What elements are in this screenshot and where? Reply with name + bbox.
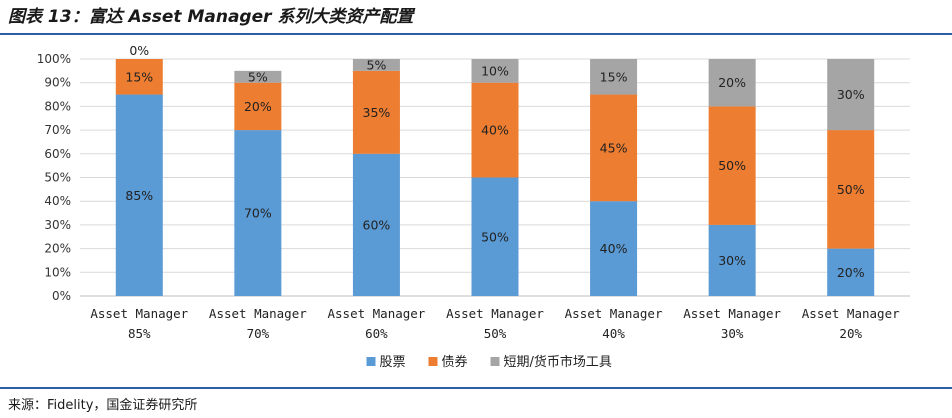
figure-title: 图表 13：富达 Asset Manager 系列大类资产配置 [8, 7, 414, 27]
x-category-sublabel: 40% [602, 326, 625, 341]
top-divider [0, 33, 952, 35]
data-label: 5% [248, 69, 268, 84]
x-category-sublabel: 50% [484, 326, 507, 341]
bar-segment [471, 59, 519, 83]
source-note: 来源：Fidelity，国金证券研究所 [8, 398, 198, 413]
bar-segment [471, 177, 519, 296]
legend-label: 债券 [442, 354, 468, 370]
data-label: 20% [244, 99, 272, 114]
data-label: 45% [600, 140, 628, 155]
x-category-label: Asset Manager [328, 306, 426, 321]
data-label: 40% [481, 123, 509, 138]
data-label: 40% [600, 241, 628, 256]
x-category-label: Asset Manager [802, 306, 900, 321]
data-label: 0% [129, 43, 149, 58]
data-label: 50% [837, 182, 865, 197]
bar-segment [234, 70, 282, 83]
bar-segment [352, 59, 400, 71]
data-label: 10% [481, 63, 509, 78]
legend-swatch [366, 357, 376, 366]
x-category-sublabel: 20% [839, 326, 862, 341]
bar-segment [471, 82, 519, 178]
y-tick-label: 40% [44, 194, 71, 208]
y-tick-label: 90% [44, 76, 71, 90]
x-category-label: Asset Manager [565, 306, 663, 321]
x-category-label: Asset Manager [90, 306, 188, 321]
bar-segment [827, 248, 875, 296]
legend-swatch [490, 357, 500, 366]
bar-segment [590, 94, 638, 202]
x-category-label: Asset Manager [683, 306, 781, 321]
bar-segment [234, 130, 282, 296]
x-category-sublabel: 85% [128, 326, 151, 341]
bar-segment [708, 224, 756, 296]
data-label: 60% [363, 217, 391, 232]
data-label: 15% [125, 69, 153, 84]
data-label: 70% [244, 206, 272, 221]
data-label: 30% [718, 253, 746, 268]
x-category-sublabel: 70% [247, 326, 270, 341]
legend-swatch [428, 357, 438, 366]
y-tick-label: 10% [44, 265, 71, 279]
data-label: 5% [367, 57, 387, 72]
data-label: 20% [718, 75, 746, 90]
y-tick-label: 0% [52, 289, 71, 303]
y-tick-label: 70% [44, 123, 71, 137]
bar-segment [590, 59, 638, 95]
bar-segment [115, 94, 163, 296]
bar-segment [352, 153, 400, 296]
data-label: 35% [363, 105, 391, 120]
bar-segment [827, 130, 875, 249]
bar-segment [115, 59, 163, 95]
bar-segment [352, 70, 400, 154]
legend-label: 股票 [380, 355, 406, 370]
bar-segment [234, 82, 282, 131]
y-tick-label: 80% [44, 99, 71, 113]
data-label: 50% [718, 158, 746, 173]
x-category-label: Asset Manager [446, 306, 544, 321]
y-tick-label: 50% [44, 171, 71, 185]
x-category-label: Asset Manager [209, 306, 307, 321]
bottom-divider [0, 387, 952, 389]
data-label: 85% [125, 188, 153, 203]
y-tick-label: 100% [37, 52, 71, 66]
y-tick-label: 20% [44, 242, 71, 256]
y-tick-label: 30% [44, 218, 71, 232]
bar-segment [590, 201, 638, 296]
x-category-sublabel: 30% [721, 326, 744, 341]
y-tick-label: 60% [44, 147, 71, 161]
bar-segment [708, 59, 756, 107]
x-category-sublabel: 60% [365, 326, 388, 341]
bar-segment [827, 59, 875, 131]
legend-label: 短期/货币市场工具 [504, 354, 612, 370]
data-label: 30% [837, 87, 865, 102]
data-label: 15% [600, 69, 628, 84]
data-label: 50% [481, 229, 509, 244]
data-label: 20% [837, 265, 865, 280]
bar-segment [708, 106, 756, 225]
